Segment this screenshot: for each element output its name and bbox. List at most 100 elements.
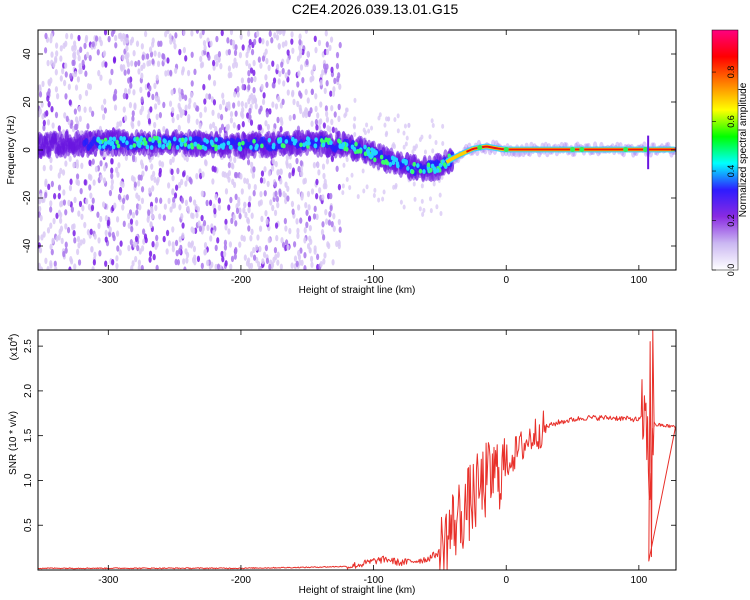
spectrogram-noise-cell <box>247 69 251 77</box>
spectrogram-noise-cell <box>133 181 137 188</box>
spectrogram-noise-cell <box>422 207 426 213</box>
spectrogram-noise-cell <box>324 218 329 225</box>
spectrogram-noise-cell <box>80 213 84 220</box>
spectrogram-noise-cell <box>125 45 129 52</box>
spectrogram-noise-cell <box>60 237 64 245</box>
spectrogram-noise-cell <box>115 255 119 262</box>
spectrogram-noise-cell <box>54 111 59 119</box>
spectrogram-noise-cell <box>247 183 251 190</box>
spectrogram-noise-cell <box>304 88 308 96</box>
spectrogram-noise-cell <box>125 93 129 100</box>
spectrogram-ridge-dot <box>623 147 629 153</box>
spectrogram-noise-cell <box>330 220 334 228</box>
spectrogram-noise-cell <box>252 59 256 67</box>
spectrogram-noise-cell <box>337 103 341 111</box>
spectrogram-noise-cell <box>64 209 68 216</box>
spectrogram-noise-cell <box>55 42 59 49</box>
spectrogram-noise-cell <box>236 85 240 93</box>
spectrogram-noise-cell <box>281 41 285 48</box>
spectrogram-noise-cell <box>243 177 247 184</box>
spectrogram-peak-cell <box>241 140 245 146</box>
spectrogram-noise-cell <box>168 100 173 107</box>
spectrogram-peak-cell <box>154 135 159 141</box>
spectrogram-noise-cell <box>428 134 432 140</box>
spectrogram-noise-cell <box>329 90 333 97</box>
spectrogram-noise-cell <box>214 244 218 252</box>
spectrogram-noise-cell <box>264 244 268 252</box>
spectrogram-noise-cell <box>211 178 215 185</box>
spectrogram-noise-cell <box>164 70 168 77</box>
spectrogram-noise-cell <box>231 62 236 69</box>
spectrogram-noise-cell <box>187 102 191 110</box>
spectrogram-noise-cell <box>276 251 280 258</box>
spectrogram-noise-cell <box>237 200 241 207</box>
spectrogram-noise-cell <box>68 99 72 106</box>
spectrogram-peak-cell <box>374 150 378 155</box>
spectrogram-noise-cell <box>42 124 46 132</box>
spectrogram-noise-cell <box>259 62 263 69</box>
spectrogram-noise-cell <box>178 106 182 113</box>
spectrogram-noise-cell <box>135 40 140 47</box>
spectrogram-noise-cell <box>182 30 186 36</box>
spectrogram-ridge-dot <box>503 147 509 153</box>
spectrogram-peak-cell <box>391 160 396 166</box>
spectrogram-noise-cell <box>108 78 112 85</box>
spectrogram-noise-cell <box>333 111 337 118</box>
spectrogram-noise-cell <box>64 62 68 69</box>
spectrogram-noise-cell <box>49 164 53 171</box>
spectrogram-noise-cell <box>110 184 114 191</box>
spectrogram-noise-cell <box>279 178 283 185</box>
spectrogram-noise-cell <box>211 121 216 129</box>
spectrogram-noise-cell <box>74 84 79 91</box>
spectrogram-noise-cell <box>272 77 277 84</box>
spectrogram-noise-cell <box>89 228 93 235</box>
spectrogram-noise-cell <box>295 218 299 225</box>
spectrogram-ridge-dot <box>642 147 648 153</box>
spectrogram-noise-cell <box>324 208 328 216</box>
spectrogram-noise-cell <box>435 204 439 210</box>
spectrogram-noise-cell <box>296 187 300 195</box>
spectrogram-noise-cell <box>291 89 295 97</box>
spectrogram-noise-cell <box>324 105 328 112</box>
spectrogram-noise-cell <box>386 116 390 122</box>
spectrogram-noise-cell <box>127 88 131 95</box>
spectrogram-noise-cell <box>153 176 157 183</box>
spectrogram-noise-cell <box>252 246 256 254</box>
spectrogram-peak-cell <box>161 144 165 150</box>
spectrogram-noise-cell <box>96 211 100 218</box>
spectrogram-noise-cell <box>314 105 318 113</box>
spectrogram-noise-cell <box>275 234 279 242</box>
x-tick-label: 100 <box>631 575 648 586</box>
spectrogram-noise-cell <box>259 105 263 112</box>
spectrogram-noise-cell <box>303 237 307 244</box>
spectrogram-noise-cell <box>309 76 313 83</box>
spectrogram-noise-cell <box>117 162 121 169</box>
spectrogram-noise-cell <box>91 197 95 204</box>
spectrogram-noise-cell <box>211 109 215 116</box>
snr-x-label: Height of straight line (km) <box>299 585 416 596</box>
spectrogram-noise-cell <box>79 46 83 53</box>
spectrogram-noise-cell <box>307 110 311 118</box>
spectrogram-noise-cell <box>412 181 416 187</box>
spectrogram-noise-cell <box>221 255 225 263</box>
spectrogram-peak-cell <box>304 141 309 146</box>
colorbar-tick-label: 0.6 <box>726 115 736 128</box>
spectrogram-noise-cell <box>307 215 312 222</box>
spectrogram-noise-cell <box>242 207 246 214</box>
spectrogram-peak-cell <box>229 144 233 150</box>
spectrogram-noise-cell <box>257 56 261 63</box>
spectrogram-noise-cell <box>132 89 136 96</box>
spectrogram-noise-cell <box>83 221 87 229</box>
spectrogram-noise-cell <box>310 261 314 268</box>
spectrogram-noise-cell <box>253 183 257 191</box>
spectrogram-noise-cell <box>162 214 166 221</box>
spectrogram-noise-cell <box>278 30 282 36</box>
spectrogram-noise-cell <box>165 229 170 237</box>
spectrogram-noise-cell <box>297 165 301 173</box>
spectrogram-noise-cell <box>260 215 264 223</box>
spectrogram-noise-cell <box>322 258 326 265</box>
spectrogram-noise-cell <box>344 111 348 117</box>
spectrogram-core-cell <box>219 137 224 145</box>
spectrogram-noise-cell <box>148 85 152 92</box>
spectrogram-peak-cell <box>422 169 426 174</box>
